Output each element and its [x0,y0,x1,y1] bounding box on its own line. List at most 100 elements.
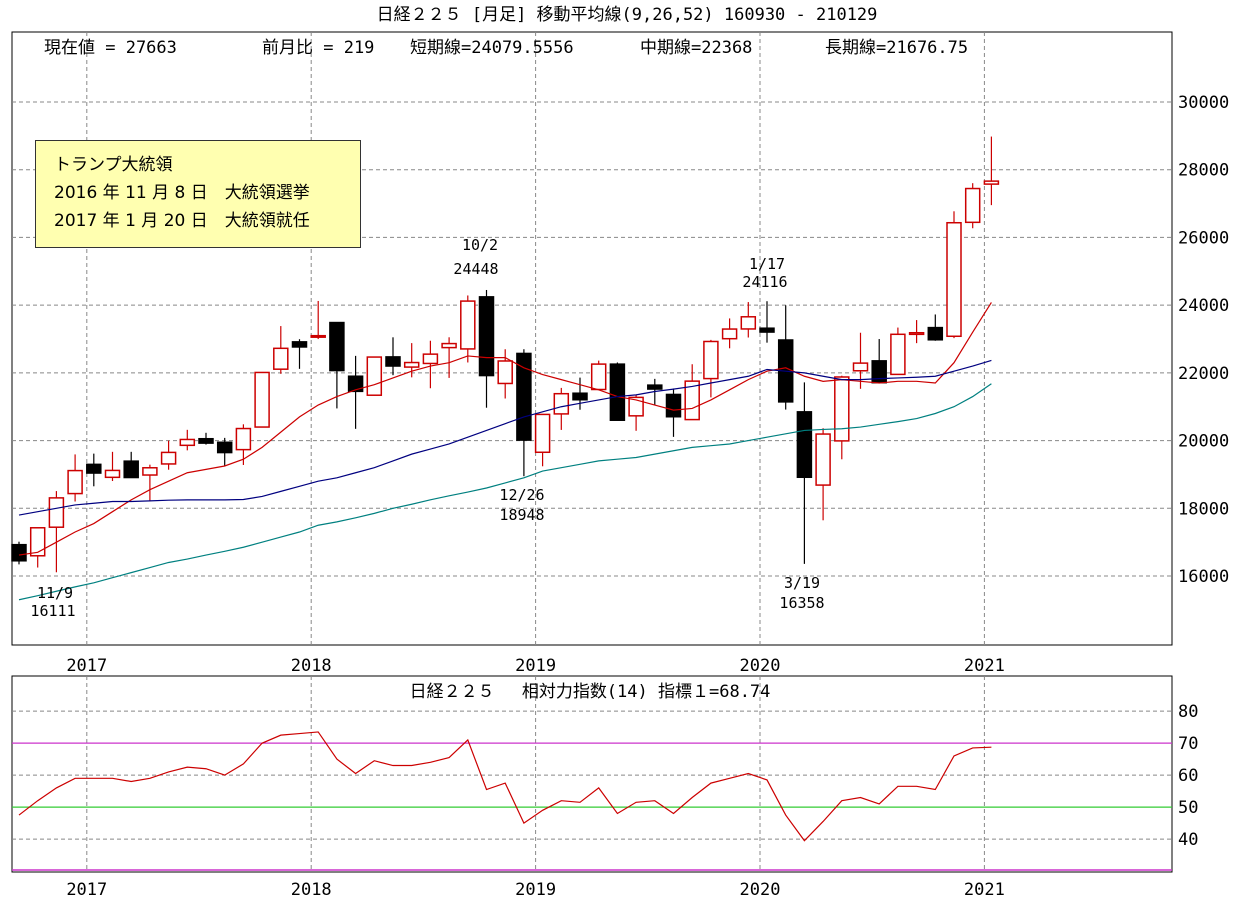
candle-body [590,363,607,391]
price-panel-frame [11,31,1173,646]
candle-body [834,376,850,442]
candle-body [665,393,682,418]
annotation-date: 10/2 [462,236,498,254]
y-tick-label: 30000 [1178,93,1229,113]
candle-body [441,342,457,349]
candle-down [665,388,682,437]
candle-up [890,327,906,376]
candle-body [216,441,233,454]
y-tick-label: 18000 [1178,499,1229,519]
candle-down [796,382,813,564]
candle-up [441,337,457,378]
candle-body [721,328,738,340]
annotation-date: 1/17 [749,255,785,273]
y-tick-label: 80 [1178,702,1198,722]
candle-body [366,356,383,396]
candle-up [740,302,757,338]
candle-body [254,371,270,428]
candle-up [908,320,925,344]
short-ma-line [18,302,992,556]
candle-up [48,491,65,573]
x-tick-label: 2021 [964,656,1005,676]
candle-down [385,337,401,376]
candle-body [647,384,663,390]
candle-body [179,438,196,447]
candle-body [160,451,177,465]
candle-up [273,326,289,374]
x-tick-label: 2020 [740,656,781,676]
candle-down [291,339,308,369]
y-tick-label: 28000 [1178,161,1229,181]
candle-down [198,432,214,445]
candle-up [497,349,513,399]
long-ma-line [18,383,992,601]
candle-up [160,440,177,470]
candle-body [796,411,813,479]
candle-up [964,183,981,229]
rsi-title: 日経２２５ 相対力指数(14) 指標１=68.74 [410,682,771,702]
candle-down [11,541,27,565]
annotation-date: 12/26 [499,486,544,504]
candle-up [684,364,700,421]
candle-body [235,427,252,451]
candle-body [684,380,700,421]
candle-up [460,295,476,363]
candle-body [983,180,1000,185]
y-tick-label: 20000 [1178,432,1229,452]
candle-up [834,375,850,460]
x-tick-label: 2021 [964,880,1005,900]
candle-down [777,305,794,410]
candle-down [478,289,495,408]
candle-body [759,327,775,333]
candle-body [852,362,869,372]
candle-up [235,424,252,465]
candle-body [67,469,83,495]
y-tick-label: 16000 [1178,567,1229,587]
mid-ma-value: 中期線=22368 [640,38,752,58]
candle-body [291,341,308,348]
candle-body [460,300,476,350]
long-ma-value: 長期線=21676.75 [825,38,968,58]
candle-up [983,136,1000,206]
candle-body [534,413,551,454]
annotation-value: 18948 [499,506,544,524]
short-ma-value: 短期線=24079.5556 [410,38,574,58]
candle-body [329,321,345,372]
x-tick-label: 2017 [66,880,107,900]
candle-body [403,361,420,368]
y-tick-label: 70 [1178,734,1198,754]
candle-body [609,363,626,421]
x-tick-label: 2019 [515,656,556,676]
annotation-date: 3/19 [784,574,820,592]
candle-body [964,187,981,224]
candle-body [478,296,495,377]
candle-up [721,318,738,349]
candle-down [216,437,233,467]
y-tick-label: 60 [1178,766,1198,786]
candle-up [366,356,383,396]
note-line: 2016 年 11 月 8 日 大統領選挙 [54,183,310,203]
candle-up [142,464,158,501]
rsi-panel-frame [11,675,1173,873]
mid-ma-line [18,359,992,516]
y-tick-label: 50 [1178,798,1198,818]
candle-down [86,453,102,487]
current-value: 現在値 = 27663 [44,38,177,58]
candle-up [534,413,551,467]
candle-down [572,377,588,410]
candle-up [29,527,46,568]
candle-body [86,463,102,474]
candle-down [927,314,944,341]
candle-body [890,333,906,376]
note-line: 2017 年 1 月 20 日 大統領就任 [54,211,310,231]
candle-up [946,211,962,339]
candle-body [927,326,944,341]
candle-up [310,300,326,340]
candle-up [179,429,196,451]
y-tick-label: 22000 [1178,364,1229,384]
candle-up [815,428,831,521]
candle-down [759,301,775,343]
x-tick-label: 2017 [66,656,107,676]
candle-body [123,460,139,479]
